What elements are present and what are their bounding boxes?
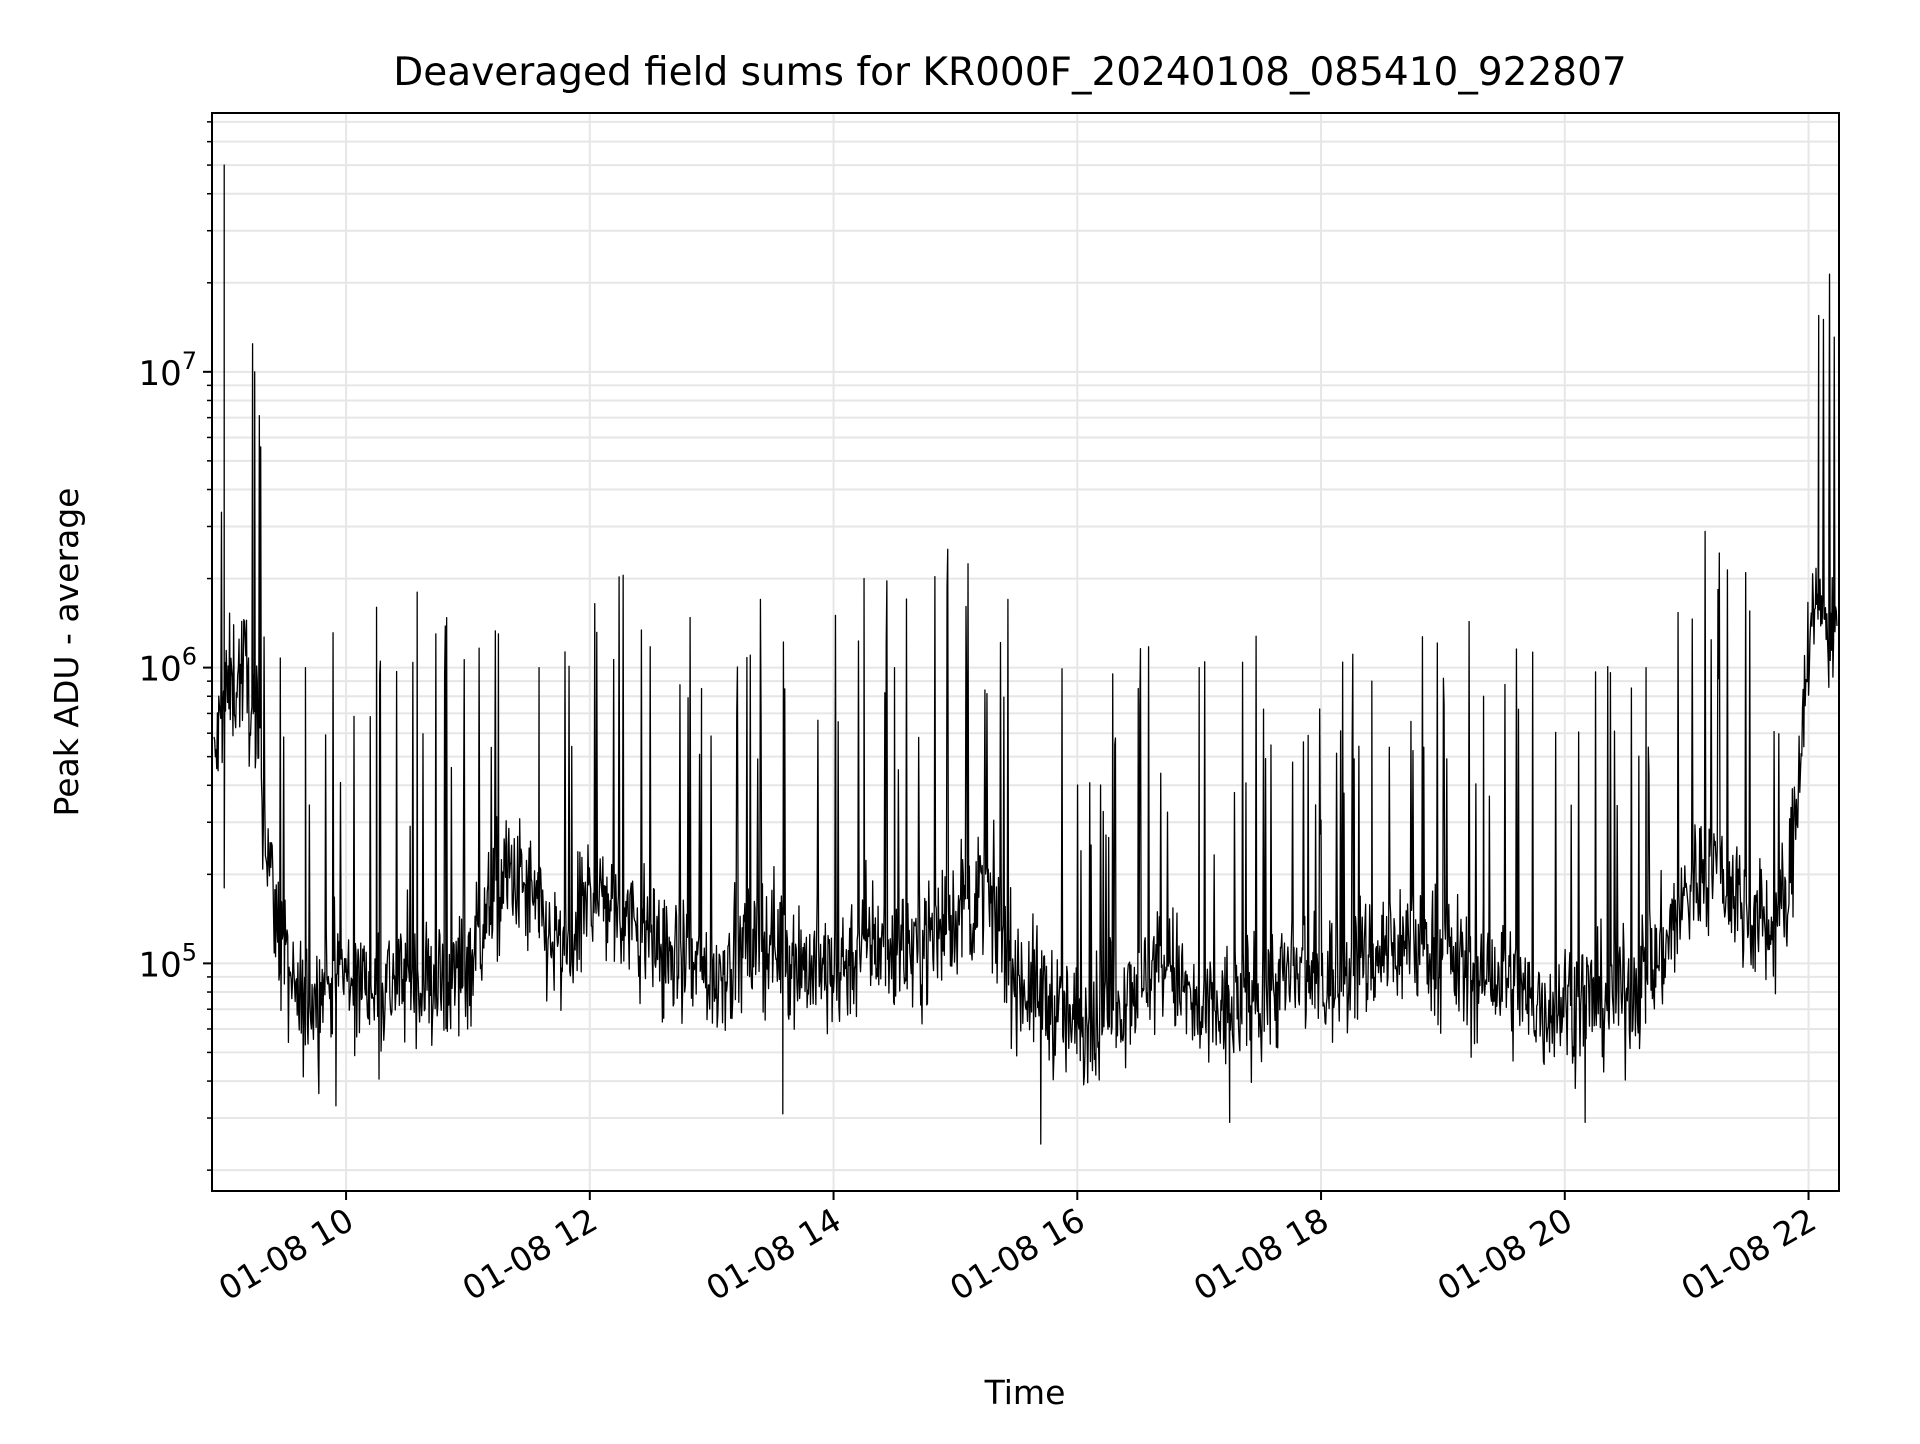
x-axis: 01-08 10 01-08 12 01-08 14 01-08 16 01-08 18… [212, 1191, 1823, 1308]
y-axis-label: Peak ADU - average [47, 488, 86, 817]
chart-title: Deaveraged field sums for KR000F_2024010… [393, 50, 1626, 95]
x-tick-label: 01-08 18 [1187, 1200, 1335, 1308]
y-tick-label: 105 [138, 938, 197, 985]
y-axis: 105 106 107 [138, 121, 212, 1171]
x-tick-label: 01-08 10 [212, 1200, 360, 1308]
series-line [213, 164, 1838, 1145]
x-tick-label: 01-08 20 [1431, 1200, 1579, 1308]
x-tick-label: 01-08 16 [943, 1200, 1091, 1308]
x-tick-label: 01-08 14 [700, 1200, 848, 1308]
grid [212, 113, 1839, 1191]
y-tick-label: 107 [138, 347, 197, 394]
x-tick-label: 01-08 12 [456, 1200, 604, 1308]
series-layer [213, 164, 1838, 1145]
plot-frame [211, 112, 1840, 1192]
x-tick-label: 01-08 22 [1675, 1200, 1823, 1308]
x-axis-label: Time [984, 1373, 1066, 1412]
y-tick-label: 106 [138, 643, 197, 690]
